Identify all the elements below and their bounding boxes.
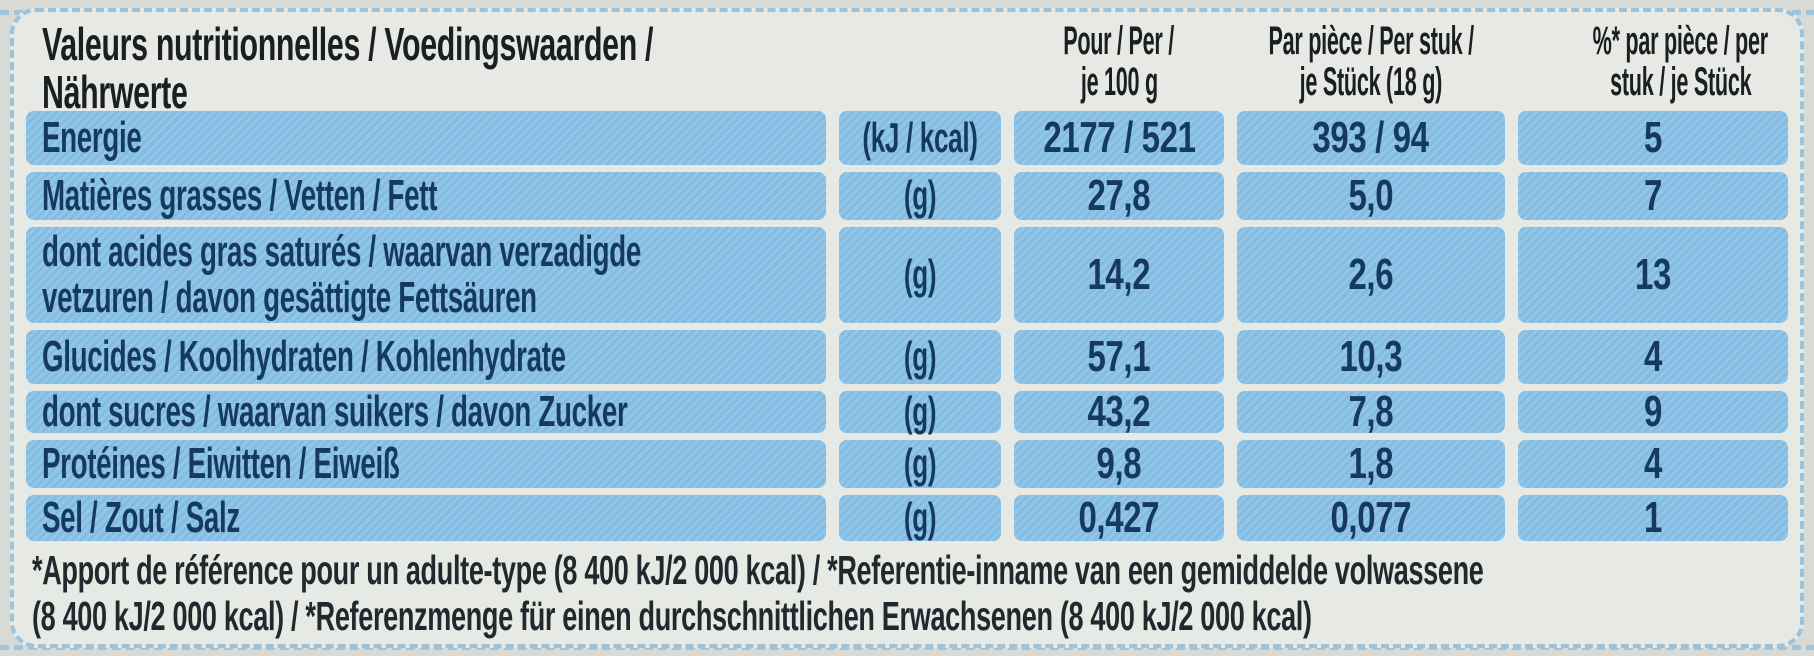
row-label: Sel / Zout / Salz — [26, 495, 826, 541]
unit-text: (g) — [903, 172, 937, 219]
table-row-carbohydrates: Glucides / Koolhydraten / Kohlenhydrate … — [26, 330, 1788, 384]
table-title-line1: Valeurs nutritionnelles / Voedingswaarde… — [42, 18, 654, 70]
unit-cell: (g) — [839, 388, 1001, 435]
per-100g-value: 9,8 — [1096, 439, 1142, 488]
column-header-per-100g: Pour / Per / je 100 g — [1014, 21, 1224, 117]
percent-value: 1 — [1643, 493, 1662, 542]
row-label-text: dont sucres / waarvan suikers / davon Zu… — [42, 387, 628, 437]
percent-cell: 4 — [1518, 330, 1788, 384]
percent-cell: 4 — [1518, 439, 1788, 488]
row-label-text-line2: vetzuren / davon gesättigte Fettsäuren — [42, 273, 537, 322]
per-piece-cell: 2,6 — [1237, 227, 1505, 323]
per-piece-cell: 5,0 — [1237, 171, 1505, 220]
percent-cell: 5 — [1518, 111, 1788, 165]
per-100g-cell: 0,427 — [1014, 493, 1224, 542]
per-piece-value: 393 / 94 — [1312, 113, 1430, 162]
per-100g-cell: 43,2 — [1014, 387, 1224, 436]
per-100g-cell: 27,8 — [1014, 171, 1224, 220]
percent-value: 4 — [1643, 332, 1662, 381]
unit-cell: (kJ / kcal) — [839, 111, 1001, 165]
column-header-per-piece-line1: Par pièce / Per stuk / — [1268, 19, 1474, 63]
unit-text: (kJ / kcal) — [862, 114, 978, 161]
table-title-line2: Nährwerte — [42, 65, 188, 118]
percent-cell: 9 — [1518, 387, 1788, 436]
reference-intake-line1: *Apport de référence pour un adulte-type… — [32, 547, 1484, 593]
unit-text: (g) — [903, 333, 937, 380]
per-piece-cell: 393 / 94 — [1237, 111, 1505, 165]
row-label-text: Energie — [42, 113, 142, 163]
percent-value: 5 — [1643, 113, 1662, 162]
column-header-per-100g-line1: Pour / Per / — [1063, 19, 1175, 63]
per-100g-value: 57,1 — [1087, 332, 1151, 381]
unit-cell: (g) — [839, 494, 1001, 541]
column-header-percent: %* par pièce / per stuk / je Stück — [1518, 21, 1814, 117]
per-piece-value: 0,077 — [1330, 493, 1412, 542]
percent-cell: 1 — [1518, 493, 1788, 542]
row-label: Energie — [26, 111, 826, 165]
per-piece-cell: 0,077 — [1237, 493, 1505, 542]
row-label-text: Matières grasses / Vetten / Fett — [42, 171, 438, 221]
per-piece-value: 5,0 — [1348, 171, 1394, 220]
percent-value: 9 — [1643, 387, 1662, 436]
row-label: Protéines / Eiwitten / Eiweiß — [26, 440, 826, 488]
unit-text: (g) — [903, 388, 937, 435]
table-row-sugars: dont sucres / waarvan suikers / davon Zu… — [26, 387, 1788, 437]
per-100g-cell: 2177 / 521 — [1014, 111, 1224, 165]
unit-cell: (g) — [839, 330, 1001, 384]
table-row-saturated-fat: dont acides gras saturés / waarvan verza… — [26, 227, 1788, 323]
table-row-energy: Energie (kJ / kcal) 2177 / 521 393 / 94 … — [26, 111, 1788, 165]
percent-cell: 13 — [1518, 227, 1788, 323]
percent-value: 7 — [1643, 171, 1662, 220]
column-header-per-piece: Par pièce / Per stuk / je Stück (18 g) — [1237, 21, 1505, 117]
per-100g-cell: 9,8 — [1014, 439, 1224, 488]
row-label-text: Sel / Zout / Salz — [42, 493, 240, 543]
row-label: Matières grasses / Vetten / Fett — [26, 172, 826, 220]
row-label-text: Protéines / Eiwitten / Eiweiß — [42, 439, 400, 489]
row-label: dont sucres / waarvan suikers / davon Zu… — [26, 387, 826, 437]
percent-value: 4 — [1643, 439, 1662, 488]
column-header-per-100g-line2: je 100 g — [1080, 59, 1158, 104]
per-100g-value: 27,8 — [1087, 171, 1151, 220]
per-piece-value: 10,3 — [1339, 332, 1403, 381]
per-100g-value: 14,2 — [1087, 250, 1151, 299]
percent-value: 13 — [1635, 250, 1671, 299]
row-label: dont acides gras saturés / waarvan verza… — [26, 227, 826, 323]
table-row-salt: Sel / Zout / Salz (g) 0,427 0,077 1 — [26, 493, 1788, 542]
row-label-text: Glucides / Koolhydraten / Kohlenhydrate — [42, 332, 566, 382]
per-100g-cell: 14,2 — [1014, 227, 1224, 323]
per-100g-value: 0,427 — [1078, 493, 1160, 542]
table-row-protein: Protéines / Eiwitten / Eiweiß (g) 9,8 1,… — [26, 439, 1788, 488]
per-piece-value: 7,8 — [1348, 387, 1394, 436]
per-100g-cell: 57,1 — [1014, 330, 1224, 384]
table-header: Valeurs nutritionnelles / Voedingswaarde… — [26, 20, 1788, 115]
unit-text: (g) — [903, 440, 937, 487]
per-piece-value: 1,8 — [1348, 439, 1394, 488]
row-label-text-line1: dont acides gras saturés / waarvan verza… — [42, 227, 642, 277]
table-row-fat: Matières grasses / Vetten / Fett (g) 27,… — [26, 171, 1788, 220]
per-100g-value: 2177 / 521 — [1042, 113, 1196, 162]
unit-text: (g) — [903, 494, 937, 541]
per-piece-value: 2,6 — [1348, 250, 1394, 299]
row-label: Glucides / Koolhydraten / Kohlenhydrate — [26, 330, 826, 384]
per-piece-cell: 1,8 — [1237, 439, 1505, 488]
unit-cell: (g) — [839, 172, 1001, 220]
unit-text: (g) — [903, 251, 937, 298]
per-100g-value: 43,2 — [1087, 387, 1151, 436]
column-header-percent-line1: %* par pièce / per — [1592, 19, 1768, 63]
reference-intake-line2: (8 400 kJ/2 000 kcal) / *Referenzmenge f… — [32, 592, 1312, 639]
percent-cell: 7 — [1518, 171, 1788, 220]
unit-cell: (g) — [839, 227, 1001, 323]
column-header-percent-line2: stuk / je Stück — [1609, 59, 1751, 104]
per-piece-cell: 10,3 — [1237, 330, 1505, 384]
per-piece-cell: 7,8 — [1237, 387, 1505, 436]
nutrition-table: Valeurs nutritionnelles / Voedingswaarde… — [10, 8, 1804, 648]
table-title: Valeurs nutritionnelles / Voedingswaarde… — [26, 18, 1001, 118]
column-header-per-piece-line2: je Stück (18 g) — [1299, 59, 1443, 104]
unit-cell: (g) — [839, 440, 1001, 488]
reference-intake-note: *Apport de référence pour un adulte-type… — [26, 547, 1788, 640]
